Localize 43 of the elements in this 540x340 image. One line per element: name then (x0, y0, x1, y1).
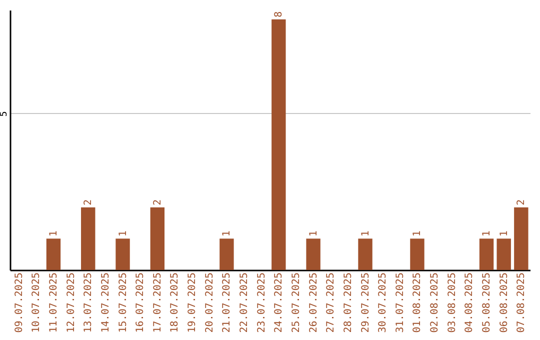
x-tick-label: 26.07.2025 (308, 272, 320, 333)
data-label: 2 (83, 199, 94, 206)
x-tick-label: 04.08.2025 (464, 272, 476, 333)
x-tick-label: 12.07.2025 (66, 272, 77, 333)
x-tick-label: 21.07.2025 (222, 272, 233, 333)
x-tick-label: 17.07.2025 (152, 272, 164, 333)
x-tick-label: 18.07.2025 (170, 272, 181, 333)
data-label: 1 (308, 230, 320, 237)
x-tick-label: 02.08.2025 (430, 272, 441, 333)
x-tick-label: 11.07.2025 (48, 272, 60, 333)
data-label: 8 (274, 11, 285, 18)
data-label: 1 (48, 230, 60, 237)
x-tick-label: 16.07.2025 (135, 272, 146, 333)
x-tick-label: 29.07.2025 (360, 272, 372, 333)
data-label: 1 (482, 230, 493, 237)
x-tick-label: 20.07.2025 (204, 272, 216, 333)
x-tick-label: 13.07.2025 (83, 272, 94, 333)
x-tick-label: 05.08.2025 (482, 272, 493, 333)
x-tick-label: 09.07.2025 (14, 272, 25, 333)
x-tick-label: 06.08.2025 (498, 272, 510, 333)
data-label: 1 (412, 230, 424, 237)
x-tick-label: 07.08.2025 (516, 272, 528, 333)
data-label: 1 (222, 230, 233, 237)
x-tick-label: 25.07.2025 (290, 272, 302, 333)
x-tick-label: 01.08.2025 (412, 272, 424, 333)
data-label: 1 (118, 230, 129, 237)
x-tick-label: 28.07.2025 (342, 272, 354, 333)
x-tick-label: 24.07.2025 (274, 272, 285, 333)
x-tick-label: 23.07.2025 (256, 272, 268, 333)
x-tick-label: 19.07.2025 (187, 272, 198, 333)
x-tick-label: 15.07.2025 (118, 272, 129, 333)
x-tick-label: 10.07.2025 (31, 272, 42, 333)
x-tick-label: 30.07.2025 (378, 272, 389, 333)
data-label: 2 (152, 199, 164, 206)
x-tick-label: 03.08.2025 (446, 272, 458, 333)
x-tick-label: 27.07.2025 (326, 272, 337, 333)
x-tick-label: 22.07.2025 (239, 272, 250, 333)
y-tick-label: 5 (0, 111, 10, 117)
x-tick-label: 14.07.2025 (100, 272, 112, 333)
x-tick-label: 31.07.2025 (394, 272, 406, 333)
data-label: 2 (516, 199, 528, 206)
data-label: 1 (498, 230, 510, 237)
data-label: 1 (360, 230, 372, 237)
